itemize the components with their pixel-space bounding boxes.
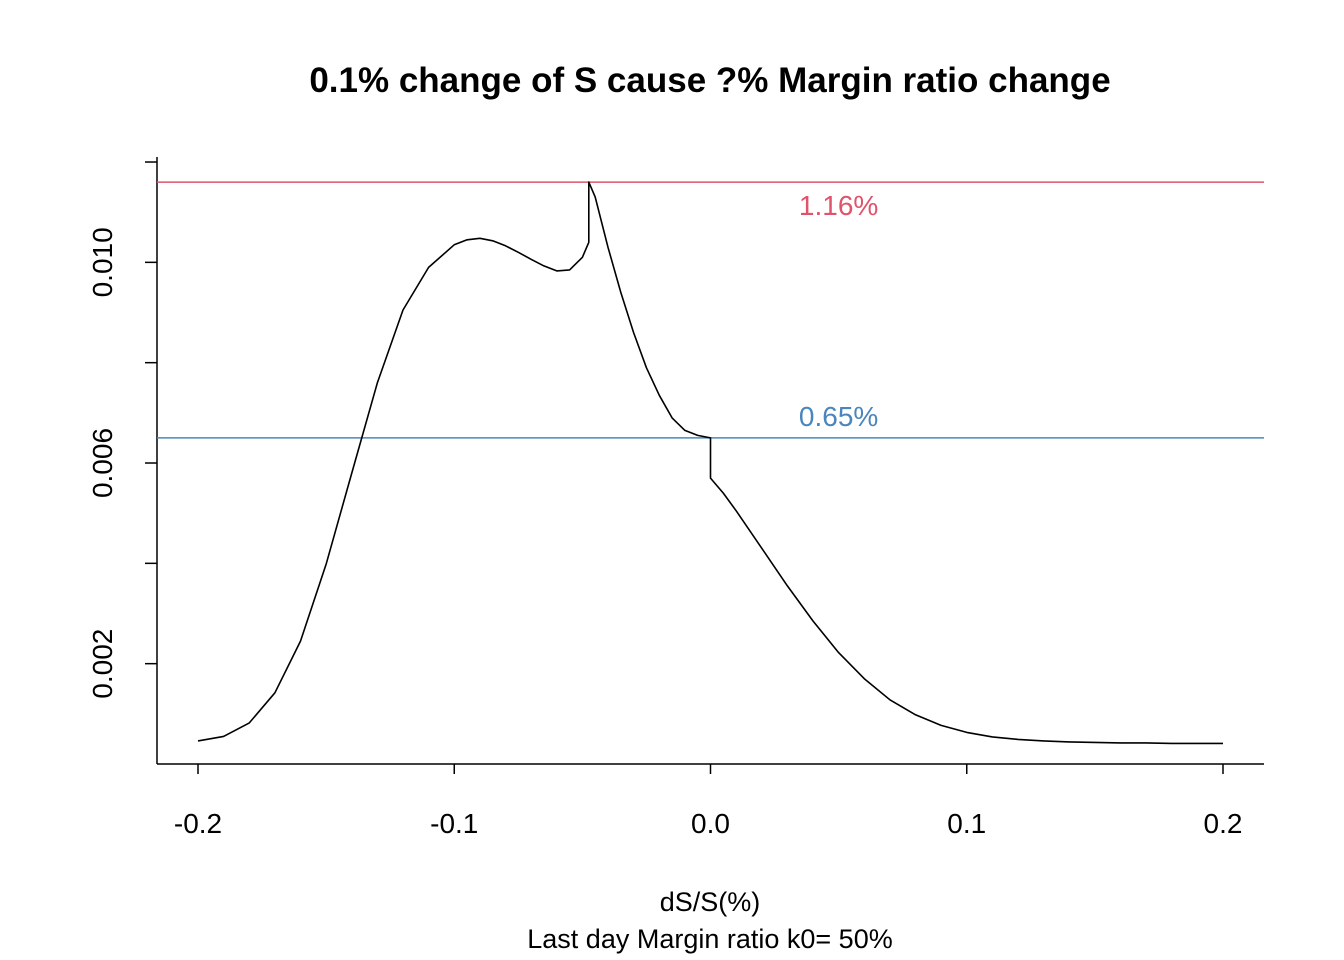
y-tick-label: 0.010 [87,227,118,297]
x-axis-label: dS/S(%) [660,887,761,917]
chart-subtitle: Last day Margin ratio k0= 50% [527,924,892,954]
reference-line-label-2: 0.65% [799,401,878,432]
plot-area: -0.2 -0.1 0.0 0.1 0.2 0.002 0.006 0.010 1.16% 0.6… [87,157,1264,839]
x-tick-label: -0.1 [430,808,478,839]
x-tick-label: 0.2 [1204,808,1243,839]
x-tick-label: 0.0 [691,808,730,839]
y-tick-label: 0.006 [87,428,118,498]
reference-line-label-1: 1.16% [799,190,878,221]
x-tick-label: -0.2 [174,808,222,839]
x-tick-label: 0.1 [947,808,986,839]
y-tick-label: 0.002 [87,629,118,699]
chart-title: 0.1% change of S cause ?% Margin ratio c… [309,61,1110,100]
series-line-1 [197,181,1223,745]
